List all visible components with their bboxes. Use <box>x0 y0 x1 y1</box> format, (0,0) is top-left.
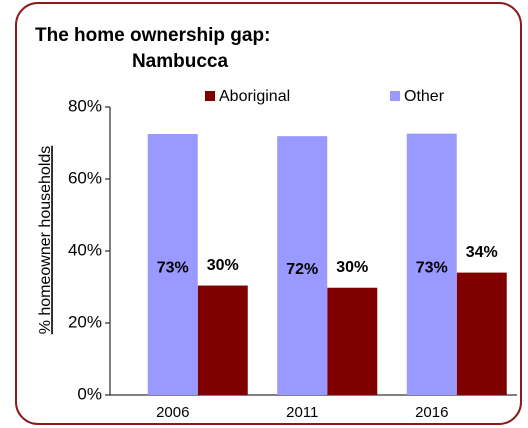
bar <box>277 136 328 395</box>
data-label: 72% <box>286 261 318 278</box>
legend-label: Other <box>404 88 445 105</box>
y-tick-label: 0% <box>77 384 102 403</box>
legend-label: Aboriginal <box>219 88 290 105</box>
y-tick-label: 80% <box>68 96 102 115</box>
y-axis-label: % homeowner households <box>37 146 54 335</box>
data-label: 30% <box>207 257 239 274</box>
data-label: 73% <box>157 260 189 277</box>
x-tick-label: 2006 <box>156 404 189 421</box>
bar <box>197 285 248 395</box>
data-label: 73% <box>416 260 448 277</box>
y-tick-label: 40% <box>68 240 102 259</box>
bar <box>147 134 198 395</box>
chart-title: The home ownership gap: <box>35 25 270 46</box>
y-tick-label: 20% <box>68 312 102 331</box>
legend-swatch <box>390 91 400 101</box>
legend-swatch <box>205 91 215 101</box>
chart-frame <box>15 2 522 425</box>
x-tick-label: 2011 <box>286 404 318 421</box>
data-label: 30% <box>336 259 368 276</box>
data-label: 34% <box>466 244 498 261</box>
bar <box>456 272 507 395</box>
bar <box>406 133 457 395</box>
y-tick-label: 60% <box>68 168 102 187</box>
x-tick-label: 2016 <box>415 404 448 421</box>
chart-title: Nambucca <box>132 51 229 72</box>
bar <box>327 287 378 395</box>
